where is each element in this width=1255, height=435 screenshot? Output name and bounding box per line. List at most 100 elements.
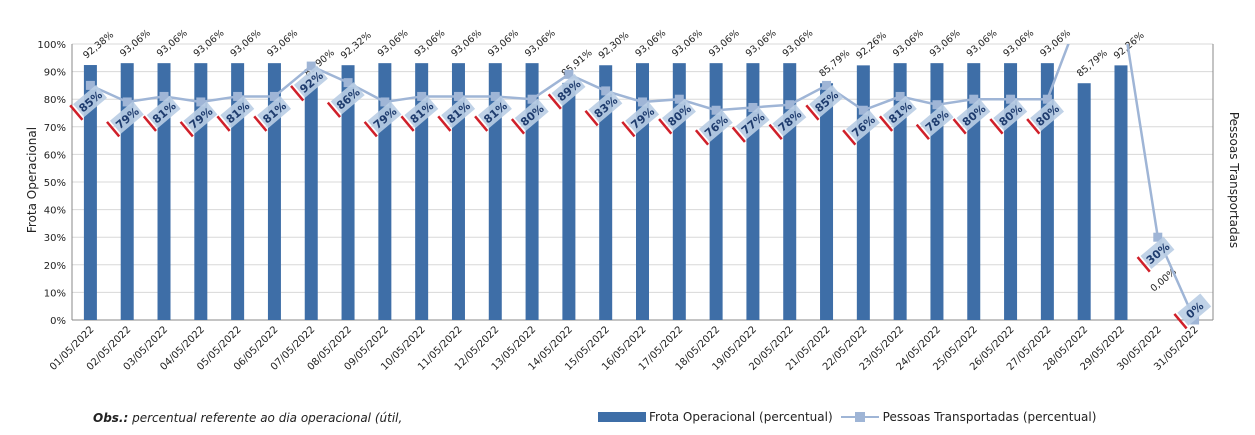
line-marker	[159, 91, 169, 101]
bar	[562, 82, 576, 320]
label-strike	[768, 123, 783, 140]
label-box	[514, 98, 549, 131]
label-box	[146, 95, 181, 129]
y-tick-label: 90%	[44, 68, 66, 79]
line-value-labels: 85%79% 81% 79% 81% 81%92%86%79% 81% 81% 81% 80%8…	[69, 65, 1212, 330]
line-marker	[711, 105, 721, 115]
label-strike	[69, 104, 84, 121]
line-series	[85, 44, 1200, 325]
label-strike	[106, 121, 121, 138]
line-marker	[785, 100, 795, 110]
bar	[709, 63, 723, 321]
y-tick-label: 50%	[44, 178, 66, 189]
label-strike	[842, 129, 857, 146]
line-marker	[343, 78, 353, 88]
line-marker	[822, 80, 832, 90]
label-box	[919, 104, 954, 137]
y-axis-ticks: 0% 10% 20% 30% 40% 50% 60% 70% 80% 90% 100%	[37, 40, 66, 327]
bar	[1114, 65, 1128, 320]
label-box	[367, 101, 402, 134]
label-strike	[547, 93, 562, 110]
y-axis-title: Frota Operacional	[25, 127, 39, 233]
line-marker	[601, 86, 611, 96]
label-box	[1030, 98, 1065, 131]
label-strike	[915, 123, 930, 140]
line-marker	[969, 94, 979, 104]
label-strike	[253, 115, 268, 132]
line-marker	[453, 91, 463, 101]
bar-value-label: 85,79%	[1075, 48, 1110, 80]
y-tick-label: 10%	[44, 288, 66, 299]
legend: Frota Operacional (percentual) Pessoas T…	[598, 410, 1096, 424]
legend-bar-swatch	[598, 412, 646, 422]
bar	[304, 82, 318, 320]
bar	[267, 63, 281, 321]
line-marker	[674, 94, 684, 104]
line-marker	[932, 100, 942, 110]
label-box	[846, 109, 880, 143]
label-strike	[1173, 313, 1188, 330]
legend-pessoas-label: Pessoas Transportadas (percentual)	[882, 410, 1097, 424]
y-tick-label: 100%	[37, 40, 66, 51]
label-box	[993, 98, 1028, 131]
bar	[746, 63, 760, 321]
bars-frota-operacional	[83, 63, 1128, 321]
label-box	[1177, 293, 1212, 326]
label-strike	[510, 118, 526, 135]
line-marker	[748, 102, 758, 112]
label-box	[257, 95, 292, 129]
y-tick-label: 30%	[44, 233, 66, 244]
y-tick-label: 20%	[44, 261, 66, 272]
label-strike	[621, 121, 636, 138]
bar	[820, 83, 834, 320]
label-strike	[1136, 256, 1151, 273]
legend-line-swatch	[840, 411, 879, 423]
label-box	[551, 73, 586, 107]
bar	[451, 63, 465, 321]
label-box	[220, 95, 255, 129]
label-strike	[474, 115, 489, 132]
line-marker	[1153, 232, 1163, 242]
label-strike	[1026, 118, 1041, 135]
observation-text: percentual referente ao dia operacional …	[128, 411, 403, 425]
line-marker	[380, 97, 390, 107]
observation-bold: Obs.:	[93, 411, 129, 425]
line-marker	[490, 91, 500, 101]
label-box	[662, 98, 696, 131]
label-box	[588, 90, 623, 123]
label-box	[772, 104, 807, 137]
line-value-label: 81%	[253, 95, 292, 132]
line-value-label: 80%	[989, 98, 1028, 135]
label-box	[477, 95, 512, 129]
label-box	[809, 84, 844, 118]
bar-value-label: 92,32%	[339, 30, 374, 62]
x-axis-ticks: 01/05/202202/05/202203/05/202204/05/2022…	[48, 324, 1201, 373]
line-marker	[638, 97, 647, 107]
label-box	[882, 95, 917, 129]
line-marker	[233, 91, 243, 101]
line-marker	[1042, 94, 1052, 104]
label-strike	[216, 115, 231, 132]
bar	[415, 63, 429, 321]
label-box	[698, 109, 733, 143]
line-marker	[196, 97, 206, 107]
label-strike	[179, 121, 194, 138]
bar	[1077, 83, 1091, 320]
bar	[488, 63, 502, 321]
line-marker	[417, 91, 427, 101]
bar-value-label: 85,79%	[817, 48, 852, 80]
y-tick-label: 60%	[44, 150, 66, 161]
label-strike	[805, 104, 820, 121]
bar	[231, 63, 245, 321]
label-strike	[326, 101, 342, 118]
label-box	[109, 101, 144, 134]
bar	[157, 63, 171, 321]
bar	[341, 65, 355, 320]
label-box	[183, 101, 218, 134]
line-marker	[269, 91, 279, 101]
y-tick-label: 80%	[44, 95, 66, 106]
bar-value-label: 92,26%	[854, 30, 889, 62]
y-tick-label: 70%	[44, 123, 66, 134]
label-strike	[290, 85, 305, 102]
